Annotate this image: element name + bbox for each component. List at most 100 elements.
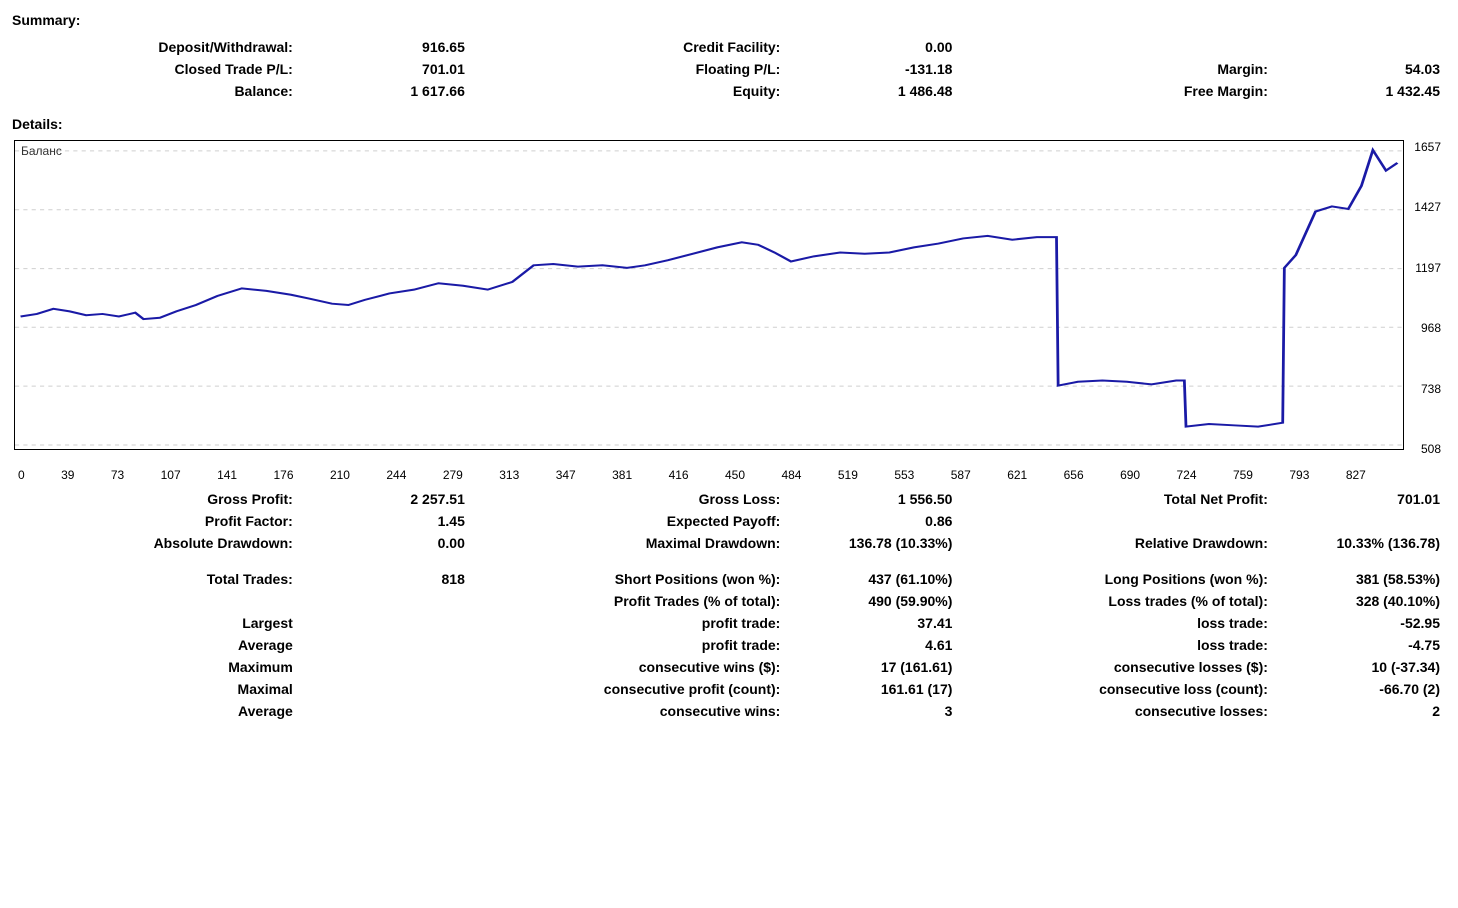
value-profit-trades: 490 (59.90%) [786,590,958,612]
label-profit-factor: Profit Factor: [12,510,299,532]
chart-x-tick: 450 [725,468,745,482]
label-floating-pl: Floating P/L: [500,58,787,80]
label-maximal: Maximal [12,678,299,700]
value-short-pos: 437 (61.10%) [786,568,958,590]
value-avg-profit: 4.61 [786,634,958,656]
label-max-cons-wins: consecutive wins ($): [500,656,787,678]
label-long-pos: Long Positions (won %): [987,568,1274,590]
label-free-margin: Free Margin: [987,80,1274,102]
label-credit: Credit Facility: [500,36,787,58]
value-max-cons-losses: 10 (-37.34) [1274,656,1446,678]
value-expected-payoff: 0.86 [786,510,958,532]
label-gross-profit: Gross Profit: [12,488,299,510]
chart-x-tick: 759 [1233,468,1253,482]
value-net-profit: 701.01 [1274,488,1446,510]
chart-y-tick: 508 [1421,442,1441,456]
label-abs-drawdown: Absolute Drawdown: [12,532,299,554]
label-profit-trades: Profit Trades (% of total): [500,590,787,612]
label-short-pos: Short Positions (won %): [500,568,787,590]
value-max-drawdown: 136.78 (10.33%) [786,532,958,554]
chart-y-tick: 1197 [1415,261,1441,275]
label-net-profit: Total Net Profit: [987,488,1274,510]
label-avg-cons-losses: consecutive losses: [987,700,1274,722]
value-deposit: 916.65 [299,36,471,58]
label-loss-trades: Loss trades (% of total): [987,590,1274,612]
chart-x-tick: 621 [1007,468,1027,482]
chart-x-tick: 484 [781,468,801,482]
chart-x-tick: 39 [61,468,74,482]
label-expected-payoff: Expected Payoff: [500,510,787,532]
chart-x-tick: 690 [1120,468,1140,482]
chart-x-tick: 587 [951,468,971,482]
statistics-table: Gross Profit: 2 257.51 Gross Loss: 1 556… [12,488,1446,722]
value-avg-cons-wins: 3 [786,700,958,722]
chart-x-tick: 347 [556,468,576,482]
chart-x-tick: 553 [894,468,914,482]
chart-x-axis: 0397310714117621024427931334738141645048… [18,468,1366,482]
value-closed-pl: 701.01 [299,58,471,80]
chart-x-tick: 381 [612,468,632,482]
value-floating-pl: -131.18 [786,58,958,80]
chart-y-tick: 1427 [1414,200,1441,214]
label-closed-pl: Closed Trade P/L: [12,58,299,80]
label-max-cons-profit: consecutive profit (count): [500,678,787,700]
label-rel-drawdown: Relative Drawdown: [987,532,1274,554]
label-avg-cons-wins: consecutive wins: [500,700,787,722]
value-total-trades: 818 [299,568,471,590]
label-empty [987,36,1274,58]
value-gross-profit: 2 257.51 [299,488,471,510]
summary-table: Deposit/Withdrawal: 916.65 Credit Facili… [12,36,1446,102]
label-avg-profit: profit trade: [500,634,787,656]
value-balance: 1 617.66 [299,80,471,102]
label-largest-loss: loss trade: [987,612,1274,634]
chart-x-tick: 107 [161,468,181,482]
chart-y-tick: 968 [1421,321,1441,335]
label-max-cons-loss: consecutive loss (count): [987,678,1274,700]
label-average2: Average [12,700,299,722]
value-max-cons-profit: 161.61 (17) [786,678,958,700]
chart-x-tick: 656 [1064,468,1084,482]
value-largest-loss: -52.95 [1274,612,1446,634]
label-largest: Largest [12,612,299,634]
value-long-pos: 381 (58.53%) [1274,568,1446,590]
label-gross-loss: Gross Loss: [500,488,787,510]
value-largest-profit: 37.41 [786,612,958,634]
value-empty [1274,36,1446,58]
label-average: Average [12,634,299,656]
chart-x-tick: 279 [443,468,463,482]
label-largest-profit: profit trade: [500,612,787,634]
value-margin: 54.03 [1274,58,1446,80]
chart-x-tick: 724 [1177,468,1197,482]
chart-x-tick: 141 [217,468,237,482]
label-max-cons-losses: consecutive losses ($): [987,656,1274,678]
value-gross-loss: 1 556.50 [786,488,958,510]
value-max-cons-loss: -66.70 (2) [1274,678,1446,700]
chart-y-tick: 738 [1421,382,1441,396]
chart-legend: Баланс [21,144,62,158]
value-profit-factor: 1.45 [299,510,471,532]
details-heading: Details: [12,116,1446,132]
value-abs-drawdown: 0.00 [299,532,471,554]
value-loss-trades: 328 (40.10%) [1274,590,1446,612]
chart-x-tick: 519 [838,468,858,482]
chart-x-tick: 827 [1346,468,1366,482]
chart-x-tick: 313 [499,468,519,482]
chart-x-tick: 0 [18,468,25,482]
value-max-cons-wins: 17 (161.61) [786,656,958,678]
label-margin: Margin: [987,58,1274,80]
summary-heading: Summary: [12,12,1446,28]
label-maximum: Maximum [12,656,299,678]
chart-x-tick: 793 [1289,468,1309,482]
chart-x-tick: 176 [274,468,294,482]
label-avg-loss: loss trade: [987,634,1274,656]
label-equity: Equity: [500,80,787,102]
chart-y-tick: 1657 [1414,140,1441,154]
value-equity: 1 486.48 [786,80,958,102]
balance-chart: Баланс 508738968119714271657 [14,140,1404,450]
chart-x-tick: 244 [386,468,406,482]
label-deposit: Deposit/Withdrawal: [12,36,299,58]
value-free-margin: 1 432.45 [1274,80,1446,102]
label-balance: Balance: [12,80,299,102]
value-avg-loss: -4.75 [1274,634,1446,656]
value-avg-cons-losses: 2 [1274,700,1446,722]
